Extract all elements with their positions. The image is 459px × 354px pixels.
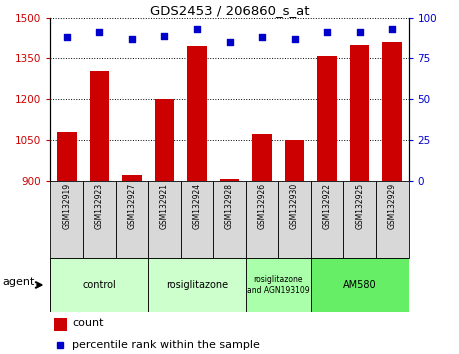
Bar [246,258,311,312]
Bar [181,181,213,258]
Bar [220,179,239,181]
Point [389,26,396,32]
Point [95,29,103,35]
Point [161,33,168,39]
Title: GDS2453 / 206860_s_at: GDS2453 / 206860_s_at [150,4,309,17]
Text: GSM132922: GSM132922 [323,183,332,229]
Text: rosiglitazone: rosiglitazone [166,280,228,290]
Text: GSM132921: GSM132921 [160,183,169,229]
Bar [155,99,174,181]
Text: GSM132928: GSM132928 [225,183,234,229]
Bar [148,258,246,312]
Bar [350,45,369,181]
Bar [317,56,337,181]
Bar [50,258,148,312]
Bar [382,42,402,181]
Text: GSM132923: GSM132923 [95,183,104,229]
Bar [343,181,376,258]
Bar [187,46,207,181]
Point [356,29,364,35]
Bar [311,258,409,312]
Point [324,29,331,35]
Point [226,39,233,45]
Point [193,26,201,32]
Bar [148,181,181,258]
Text: GSM132927: GSM132927 [127,183,136,229]
Bar [278,181,311,258]
Bar [376,181,409,258]
Bar [50,181,83,258]
Bar [122,175,142,181]
Bar [311,181,343,258]
Text: GSM132930: GSM132930 [290,183,299,229]
Text: GSM132925: GSM132925 [355,183,364,229]
Bar [213,181,246,258]
Bar [246,181,278,258]
Text: GSM132919: GSM132919 [62,183,71,229]
Text: GSM132929: GSM132929 [388,183,397,229]
Text: agent: agent [3,277,35,287]
Point [63,34,70,40]
Text: rosiglitazone
and AGN193109: rosiglitazone and AGN193109 [247,275,310,295]
Text: percentile rank within the sample: percentile rank within the sample [72,339,260,350]
Bar [285,141,304,181]
Point [128,36,135,42]
Text: GSM132924: GSM132924 [192,183,202,229]
Bar [54,318,67,331]
Bar [57,132,77,181]
Text: count: count [72,318,103,329]
Bar [83,181,116,258]
Text: AM580: AM580 [343,280,376,290]
Bar [90,70,109,181]
Point [291,36,298,42]
Bar [252,135,272,181]
Bar [116,181,148,258]
Point [258,34,266,40]
Text: GSM132926: GSM132926 [257,183,267,229]
Text: control: control [83,280,116,290]
